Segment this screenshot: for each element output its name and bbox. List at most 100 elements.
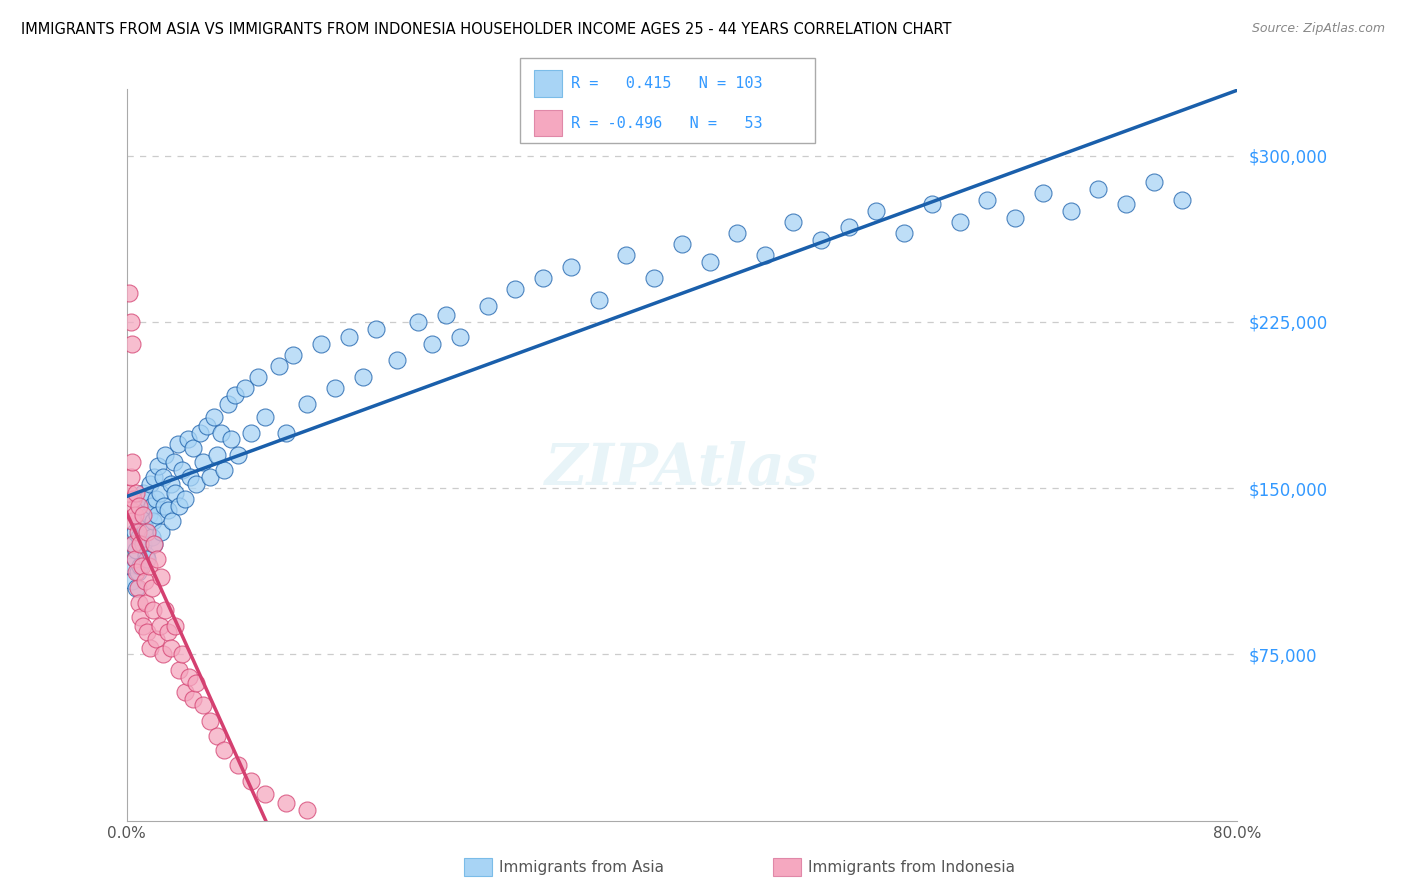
Point (141, 499, 163, 513)
Point (177, 669, 200, 683)
Point (124, 552, 146, 566)
Point (157, 503, 180, 517)
Point (810, 233, 832, 247)
Point (212, 463, 235, 477)
Point (136, 525, 159, 540)
Point (129, 536, 152, 550)
Point (165, 485, 187, 500)
Text: R = -0.496   N =   53: R = -0.496 N = 53 (571, 115, 762, 130)
Point (163, 454, 186, 468)
Point (366, 321, 388, 335)
Point (143, 536, 166, 550)
Text: Source: ZipAtlas.com: Source: ZipAtlas.com (1251, 22, 1385, 36)
Point (205, 730, 228, 744)
Point (172, 463, 194, 477)
Point (247, 370, 270, 384)
Point (173, 492, 195, 507)
Point (146, 552, 169, 566)
Point (120, 558, 142, 573)
Point (118, 286, 141, 301)
Point (120, 470, 142, 484)
Point (406, 315, 429, 329)
Point (727, 227, 749, 241)
Point (309, 337, 332, 351)
Point (671, 237, 693, 252)
Point (205, 448, 228, 462)
Point (276, 796, 298, 810)
Point (148, 458, 170, 473)
Point (118, 485, 141, 500)
Point (1170, 193, 1192, 207)
Point (219, 433, 242, 447)
Point (155, 448, 177, 462)
Point (188, 425, 211, 440)
Point (142, 515, 165, 529)
Point (120, 315, 142, 329)
Point (141, 530, 163, 544)
Point (173, 685, 195, 699)
Point (169, 663, 191, 677)
Point (160, 640, 183, 655)
Point (125, 581, 148, 595)
Point (240, 425, 263, 440)
Text: Immigrants from Indonesia: Immigrants from Indonesia (808, 860, 1015, 874)
Point (295, 803, 318, 817)
Point (699, 255, 721, 269)
Point (155, 603, 177, 617)
Point (176, 433, 198, 447)
Point (1032, 186, 1054, 201)
Point (143, 536, 166, 550)
Point (181, 691, 204, 706)
Point (531, 270, 554, 285)
Point (145, 632, 167, 646)
Point (181, 442, 204, 456)
Point (560, 260, 582, 274)
Point (121, 337, 143, 351)
Point (149, 618, 172, 632)
Point (129, 499, 152, 513)
Point (121, 515, 143, 529)
Point (337, 330, 360, 344)
Point (195, 419, 218, 434)
Point (132, 485, 155, 500)
Point (153, 499, 176, 513)
Point (865, 204, 887, 219)
Point (1115, 197, 1137, 211)
Point (138, 508, 160, 522)
Point (191, 454, 214, 468)
Point (254, 787, 277, 801)
Point (149, 485, 172, 500)
Text: Immigrants from Asia: Immigrants from Asia (499, 860, 664, 874)
Point (125, 485, 148, 500)
Point (128, 596, 150, 610)
Point (226, 758, 249, 772)
Point (125, 543, 148, 558)
Point (948, 215, 970, 229)
Point (588, 293, 610, 307)
Point (160, 476, 183, 491)
Point (420, 337, 443, 351)
Point (387, 352, 409, 367)
Point (921, 197, 943, 211)
Point (128, 530, 150, 544)
Point (127, 566, 149, 580)
Point (240, 773, 263, 788)
Point (124, 525, 146, 540)
Point (434, 308, 457, 322)
Point (122, 536, 145, 550)
Point (136, 625, 159, 640)
Point (128, 499, 150, 513)
Point (276, 425, 298, 440)
Point (127, 525, 149, 540)
Point (1060, 204, 1083, 219)
Point (184, 676, 207, 690)
Point (135, 596, 157, 610)
Point (352, 370, 374, 384)
Point (226, 448, 249, 462)
Point (134, 574, 156, 589)
Point (323, 381, 346, 395)
Point (131, 558, 153, 573)
Point (295, 397, 318, 411)
Point (976, 193, 998, 207)
Text: R =   0.415   N = 103: R = 0.415 N = 103 (571, 76, 762, 91)
